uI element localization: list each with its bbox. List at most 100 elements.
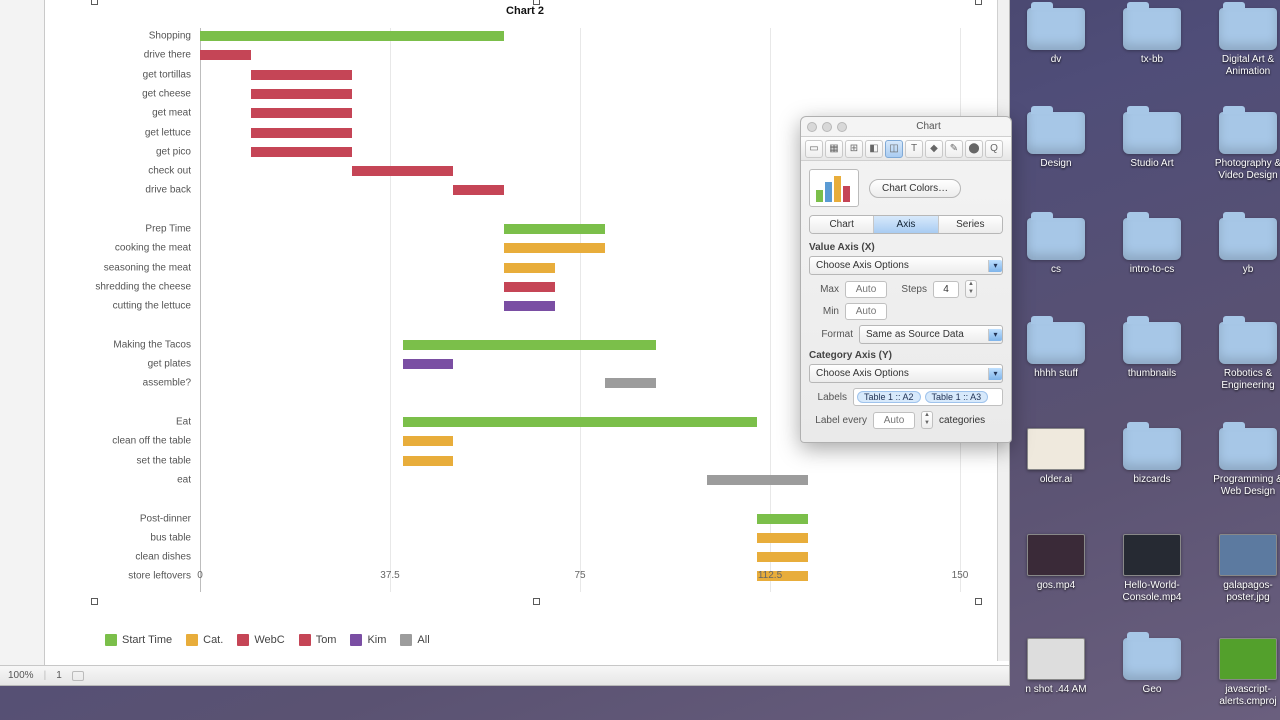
desktop-item[interactable]: dv bbox=[1012, 8, 1100, 66]
value-axis-options-dropdown[interactable]: Choose Axis Options ▾ bbox=[809, 256, 1003, 275]
bar-segment[interactable] bbox=[757, 552, 808, 562]
bar-segment[interactable] bbox=[504, 301, 555, 311]
selection-handle[interactable] bbox=[91, 598, 98, 605]
steps-input[interactable] bbox=[933, 281, 959, 298]
x-tick-label: 112.5 bbox=[758, 570, 782, 581]
steps-stepper[interactable]: ▲▼ bbox=[965, 280, 977, 298]
desktop-item[interactable]: older.ai bbox=[1012, 428, 1100, 486]
selection-handle[interactable] bbox=[975, 0, 982, 5]
min-input[interactable] bbox=[845, 303, 887, 320]
desktop-item[interactable]: yb bbox=[1204, 218, 1280, 276]
label-every-stepper[interactable]: ▲▼ bbox=[921, 411, 933, 429]
bar-segment[interactable] bbox=[403, 417, 758, 427]
category-axis-options-dropdown[interactable]: Choose Axis Options ▾ bbox=[809, 364, 1003, 383]
inspector-titlebar[interactable]: Chart bbox=[801, 117, 1011, 137]
x-tick-label: 37.5 bbox=[380, 570, 399, 581]
bar-segment[interactable] bbox=[403, 456, 454, 466]
bar-segment[interactable] bbox=[403, 340, 656, 350]
chart-inspector-icon[interactable]: ◫ bbox=[885, 140, 903, 158]
desktop-item[interactable]: Digital Art & Animation bbox=[1204, 8, 1280, 77]
desktop-item[interactable]: Programming & Web Design bbox=[1204, 428, 1280, 497]
bar-segment[interactable] bbox=[504, 263, 555, 273]
inspector-tab-series[interactable]: Series bbox=[939, 216, 1002, 233]
chart-colors-button[interactable]: Chart Colors… bbox=[869, 179, 961, 198]
desktop-item[interactable]: thumbnails bbox=[1108, 322, 1196, 380]
label-token[interactable]: Table 1 :: A2 bbox=[857, 391, 921, 403]
cell-inspector-icon[interactable]: ◧ bbox=[865, 140, 883, 158]
row-label: get tortillas bbox=[65, 69, 191, 80]
inspector-tab-axis[interactable]: Axis bbox=[874, 216, 938, 233]
bar-segment[interactable] bbox=[403, 359, 454, 369]
desktop-item[interactable]: Geo bbox=[1108, 638, 1196, 696]
desktop-item[interactable]: gos.mp4 bbox=[1012, 534, 1100, 592]
max-input[interactable] bbox=[845, 281, 887, 298]
desktop-item[interactable]: Design bbox=[1012, 112, 1100, 170]
gridline bbox=[390, 28, 391, 592]
gridline bbox=[770, 28, 771, 592]
row-label: clean off the table bbox=[65, 436, 191, 447]
bar-segment[interactable] bbox=[605, 378, 656, 388]
label-token[interactable]: Table 1 :: A3 bbox=[925, 391, 989, 403]
sheet-icon[interactable] bbox=[72, 671, 84, 681]
status-bar: 100% | 1 bbox=[0, 665, 1009, 685]
bar-segment[interactable] bbox=[352, 166, 453, 176]
chart-type-thumb[interactable] bbox=[809, 169, 859, 207]
bar-segment[interactable] bbox=[403, 436, 454, 446]
bar-segment[interactable] bbox=[504, 224, 605, 234]
document-inspector-icon[interactable]: ▭ bbox=[805, 140, 823, 158]
desktop-item[interactable]: hhhh stuff bbox=[1012, 322, 1100, 380]
hyperlink-inspector-icon[interactable]: ⬤ bbox=[965, 140, 983, 158]
desktop-item[interactable]: tx-bb bbox=[1108, 8, 1196, 66]
bar-segment[interactable] bbox=[251, 70, 352, 80]
selection-handle[interactable] bbox=[91, 0, 98, 5]
row-label: get meat bbox=[65, 108, 191, 119]
labels-token-field[interactable]: Table 1 :: A2 Table 1 :: A3 bbox=[853, 388, 1003, 406]
format-dropdown[interactable]: Same as Source Data ▾ bbox=[859, 325, 1003, 344]
graphic-inspector-icon[interactable]: ◆ bbox=[925, 140, 943, 158]
desktop-item[interactable]: Studio Art bbox=[1108, 112, 1196, 170]
inspector-tab-chart[interactable]: Chart bbox=[810, 216, 874, 233]
bar-segment[interactable] bbox=[757, 533, 808, 543]
bar-segment[interactable] bbox=[251, 89, 352, 99]
label-every-label: Label every bbox=[809, 415, 867, 426]
text-inspector-icon[interactable]: T bbox=[905, 140, 923, 158]
bar-segment[interactable] bbox=[453, 185, 504, 195]
label-every-input[interactable] bbox=[873, 412, 915, 429]
desktop-item-label: cs bbox=[1013, 264, 1099, 276]
desktop-item[interactable]: Photography & Video Design bbox=[1204, 112, 1280, 181]
desktop-item[interactable]: javascript-alerts.cmproj bbox=[1204, 638, 1280, 707]
chart-inspector-panel[interactable]: Chart ▭ ▦ ⊞ ◧ ◫ T ◆ ✎ ⬤ Q Chart Colors… … bbox=[800, 116, 1012, 443]
close-icon[interactable] bbox=[807, 122, 817, 132]
selection-handle[interactable] bbox=[975, 598, 982, 605]
bar-segment[interactable] bbox=[757, 514, 808, 524]
legend-item: Tom bbox=[299, 634, 337, 646]
desktop-item[interactable]: cs bbox=[1012, 218, 1100, 276]
sheet-number[interactable]: 1 bbox=[56, 670, 62, 681]
bar-segment[interactable] bbox=[504, 243, 605, 253]
chart-title[interactable]: Chart 2 bbox=[65, 5, 985, 17]
selection-handle[interactable] bbox=[533, 598, 540, 605]
bar-segment[interactable] bbox=[251, 108, 352, 118]
minimize-icon[interactable] bbox=[822, 122, 832, 132]
table-inspector-icon[interactable]: ⊞ bbox=[845, 140, 863, 158]
bar-segment[interactable] bbox=[200, 50, 251, 60]
zoom-level[interactable]: 100% bbox=[8, 670, 34, 681]
selection-handle[interactable] bbox=[533, 0, 540, 5]
quicktime-inspector-icon[interactable]: Q bbox=[985, 140, 1003, 158]
desktop-item[interactable]: n shot .44 AM bbox=[1012, 638, 1100, 696]
sheet-inspector-icon[interactable]: ▦ bbox=[825, 140, 843, 158]
bar-segment[interactable] bbox=[200, 31, 504, 41]
bar-segment[interactable] bbox=[251, 128, 352, 138]
desktop-item[interactable]: galapagos-poster.jpg bbox=[1204, 534, 1280, 603]
desktop-item[interactable]: Robotics & Engineering bbox=[1204, 322, 1280, 391]
bar-segment[interactable] bbox=[251, 147, 352, 157]
bar-segment[interactable] bbox=[504, 282, 555, 292]
desktop-item[interactable]: bizcards bbox=[1108, 428, 1196, 486]
row-label: get cheese bbox=[65, 88, 191, 99]
bar-segment[interactable] bbox=[707, 475, 808, 485]
folder-icon bbox=[1219, 112, 1277, 154]
zoom-icon[interactable] bbox=[837, 122, 847, 132]
desktop-item[interactable]: intro-to-cs bbox=[1108, 218, 1196, 276]
desktop-item[interactable]: Hello-World-Console.mp4 bbox=[1108, 534, 1196, 603]
metrics-inspector-icon[interactable]: ✎ bbox=[945, 140, 963, 158]
